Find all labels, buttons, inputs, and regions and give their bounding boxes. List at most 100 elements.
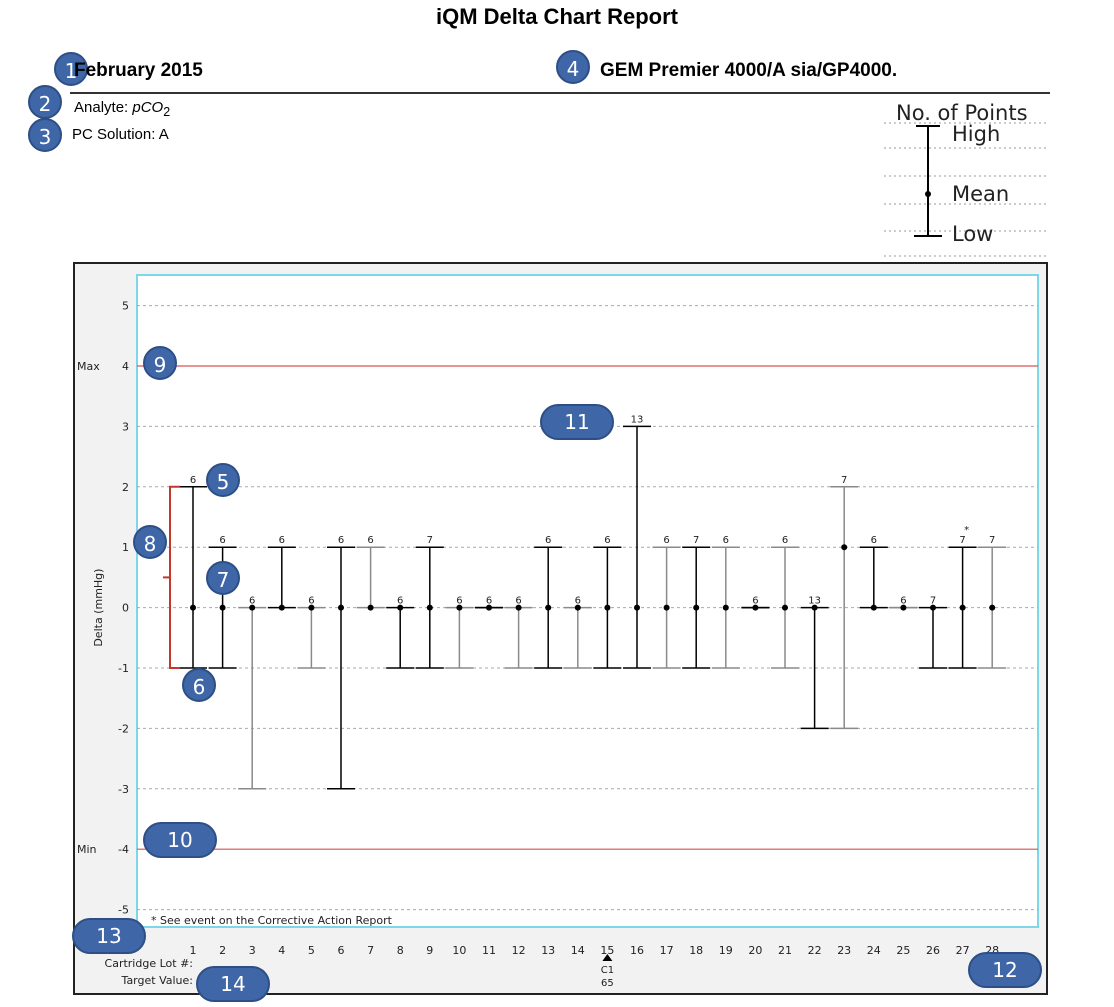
x-tick-label: 26 — [926, 944, 940, 957]
target-value-label: Target Value: — [121, 974, 193, 987]
event-value-label: 65 — [601, 978, 614, 989]
min-label: Min — [77, 843, 97, 856]
mean-point — [693, 604, 700, 611]
x-tick-label: 9 — [426, 944, 433, 957]
legend-box — [884, 122, 1049, 257]
point-count-label: 6 — [397, 596, 403, 607]
mean-point — [663, 604, 670, 611]
x-tick-label: 10 — [452, 944, 466, 957]
y-tick-label: 5 — [122, 300, 129, 313]
y-tick-label: 0 — [122, 602, 129, 615]
point-count-label: 6 — [575, 596, 581, 607]
badge-10: 10 — [143, 822, 217, 858]
x-tick-label: 3 — [249, 944, 256, 957]
point-count-label: 7 — [693, 535, 699, 546]
chart-frame: 5 4 Max 3 2 1 0 -1 -2 -3 -4 Min -5 Delta (mmHg) 6 1 6 2 6 3… — [73, 262, 1048, 995]
y-tick-label: 4 — [122, 360, 129, 373]
point-count-label: 7 — [841, 475, 847, 486]
mean-point — [634, 604, 640, 611]
point-count-label: 6 — [782, 535, 788, 546]
x-tick-label: 19 — [719, 944, 733, 957]
badge-1: 1 — [54, 52, 88, 86]
cartridge-lot-label: Cartridge Lot #: — [105, 957, 193, 970]
x-tick-label: 11 — [482, 944, 496, 957]
point-count-label: 6 — [604, 535, 610, 546]
legend-high: High — [952, 122, 1001, 146]
y-tick-label: 2 — [122, 481, 129, 494]
y-tick-label: -1 — [118, 662, 129, 675]
x-tick-label: 7 — [367, 944, 374, 957]
point-count-label: 6 — [456, 596, 462, 607]
mean-point — [278, 604, 285, 611]
point-count-label: 6 — [545, 535, 551, 546]
x-tick-label: 25 — [896, 944, 910, 957]
badge-7: 7 — [206, 561, 240, 595]
mean-point — [249, 604, 256, 611]
x-tick-label: 4 — [278, 944, 285, 957]
point-count-label: 6 — [219, 535, 225, 546]
x-tick-label: 16 — [630, 944, 644, 957]
legend-title: No. of Points — [896, 101, 1028, 125]
x-tick-label: 22 — [808, 944, 822, 957]
point-count-label: 13 — [808, 596, 821, 607]
mean-point — [190, 604, 196, 611]
mean-point — [219, 604, 226, 611]
point-count-label: 7 — [989, 535, 995, 546]
event-marker-arrow — [602, 954, 613, 961]
y-tick-label: -3 — [118, 783, 129, 796]
badge-4: 4 — [556, 50, 590, 84]
point-count-label: 7 — [930, 596, 936, 607]
badge-2: 2 — [28, 85, 62, 119]
legend-mean-dot — [925, 191, 931, 197]
mean-point — [456, 604, 463, 611]
y-tick-label: -4 — [118, 843, 129, 856]
x-tick-label: 21 — [778, 944, 792, 957]
badge-8: 8 — [133, 525, 167, 559]
point-count-label: 6 — [515, 596, 521, 607]
header-divider — [70, 92, 1050, 94]
event-flag: * — [964, 525, 969, 536]
badge-9: 9 — [143, 346, 177, 380]
x-tick-label: 17 — [660, 944, 674, 957]
x-tick-label: 8 — [397, 944, 404, 957]
mean-point — [367, 604, 374, 611]
point-count-label: 7 — [427, 535, 433, 546]
mean-point — [811, 604, 818, 611]
y-tick-label: 3 — [122, 420, 129, 433]
point-count-label: 6 — [871, 535, 877, 546]
x-tick-label: 5 — [308, 944, 315, 957]
pc-solution: PC Solution: A — [72, 126, 169, 143]
mean-point — [989, 604, 996, 611]
badge-3: 3 — [28, 118, 62, 152]
x-tick-label: 24 — [867, 944, 881, 957]
mean-point — [308, 604, 315, 611]
analyte-label: Analyte: — [74, 99, 133, 116]
mean-point — [604, 604, 611, 611]
plot-area — [136, 274, 1039, 928]
mean-point — [782, 604, 788, 611]
mean-point — [397, 604, 404, 611]
mean-point — [338, 604, 344, 611]
mean-point — [515, 604, 522, 611]
x-tick-label: 15 — [600, 944, 614, 957]
analyte-subscript: 2 — [163, 105, 171, 119]
point-count-label: 7 — [959, 535, 965, 546]
report-month: February 2015 — [74, 60, 203, 81]
x-tick-label: 2 — [219, 944, 226, 957]
mean-point — [900, 604, 907, 611]
point-count-label: 6 — [663, 535, 669, 546]
report-title: iQM Delta Chart Report — [435, 4, 679, 29]
badge-12: 12 — [968, 952, 1042, 988]
mean-point — [959, 604, 966, 611]
x-tick-label: 23 — [837, 944, 851, 957]
point-count-label: 6 — [486, 596, 492, 607]
y-axis-label: Delta (mmHg) — [92, 569, 105, 647]
legend-mean: Mean — [952, 182, 1010, 206]
event-marker-label: C1 — [601, 965, 614, 976]
badge-6: 6 — [182, 668, 216, 702]
point-count-label: 6 — [279, 535, 285, 546]
badge-14: 14 — [196, 966, 270, 1002]
x-tick-label: 27 — [956, 944, 970, 957]
point-count-label: 13 — [631, 414, 644, 425]
point-count-label: 6 — [900, 596, 906, 607]
